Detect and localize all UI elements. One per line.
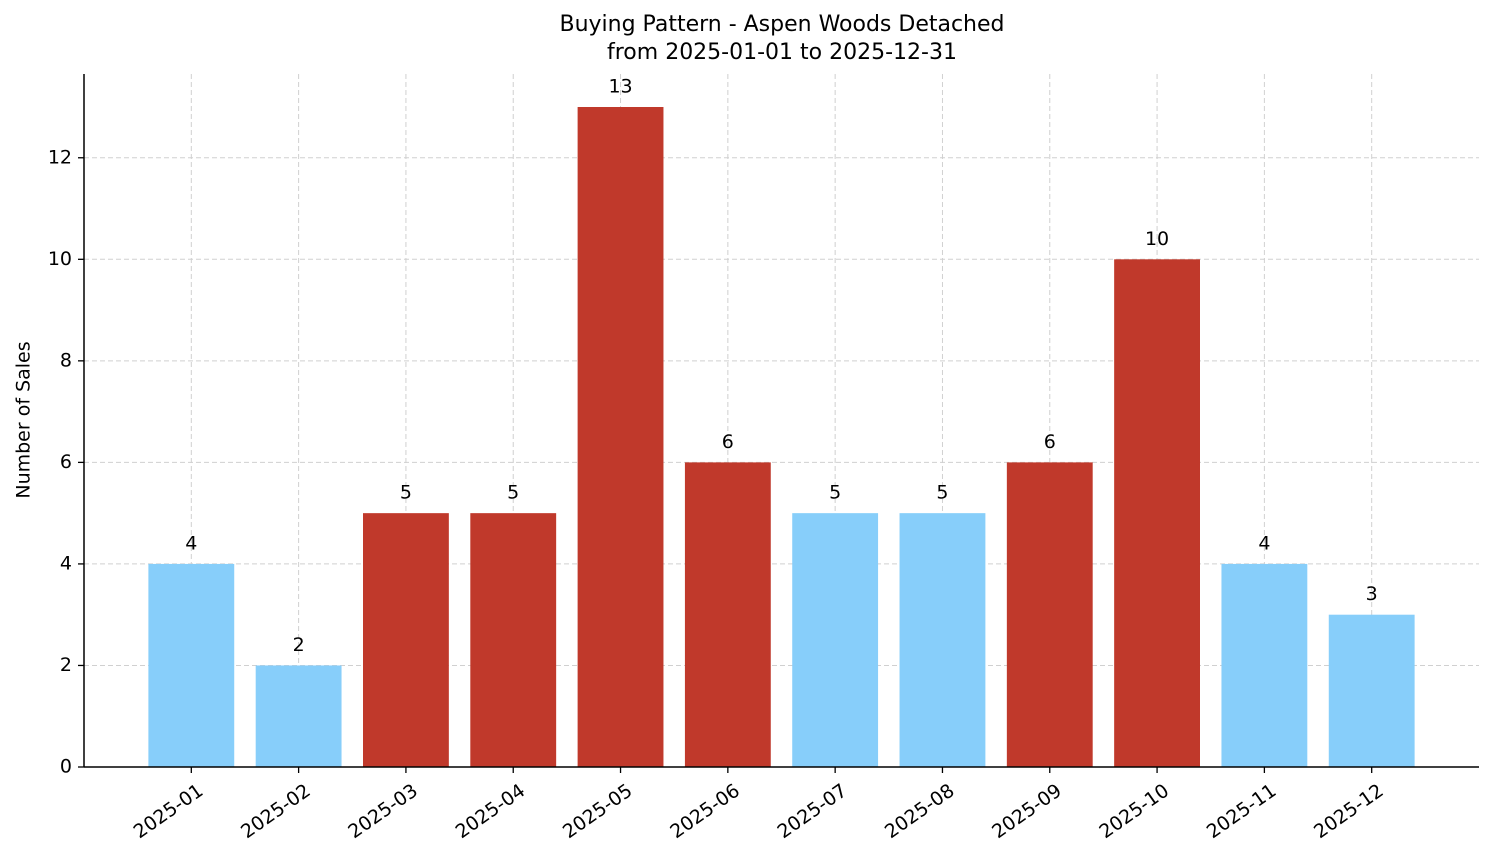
data-label: 5 bbox=[507, 482, 519, 504]
bar bbox=[255, 665, 342, 767]
data-label: 4 bbox=[185, 532, 197, 554]
bar bbox=[363, 513, 449, 767]
y-tick-label: 0 bbox=[60, 756, 72, 778]
data-label: 5 bbox=[829, 482, 841, 504]
data-label: 2 bbox=[293, 634, 305, 656]
data-label: 3 bbox=[1366, 583, 1378, 605]
bar bbox=[1328, 614, 1415, 767]
bar bbox=[1006, 462, 1093, 767]
bar bbox=[792, 513, 879, 767]
bar bbox=[577, 107, 664, 767]
bars bbox=[148, 107, 1415, 767]
chart-subtitle: from 2025-01-01 to 2025-12-31 bbox=[607, 40, 957, 65]
bar bbox=[1221, 563, 1308, 767]
data-label: 5 bbox=[400, 482, 412, 504]
y-tick-label: 6 bbox=[60, 451, 72, 473]
y-tick-label: 8 bbox=[60, 349, 72, 371]
bar bbox=[148, 563, 235, 767]
bar bbox=[470, 513, 557, 767]
data-label: 5 bbox=[936, 482, 948, 504]
data-label: 6 bbox=[722, 431, 734, 453]
y-tick-label: 2 bbox=[60, 654, 72, 676]
y-axis-label: Number of Sales bbox=[13, 341, 35, 498]
data-label: 10 bbox=[1145, 228, 1169, 250]
y-tick-label: 4 bbox=[60, 552, 72, 574]
bar bbox=[1114, 259, 1200, 767]
bar bbox=[684, 462, 771, 767]
y-tick-label: 10 bbox=[48, 248, 72, 270]
y-tick-label: 12 bbox=[48, 146, 72, 168]
chart-title: Buying Pattern - Aspen Woods Detached bbox=[559, 12, 1004, 37]
data-label: 13 bbox=[608, 76, 632, 98]
data-label: 6 bbox=[1044, 431, 1056, 453]
data-label: 4 bbox=[1258, 532, 1270, 554]
bar bbox=[899, 513, 986, 767]
